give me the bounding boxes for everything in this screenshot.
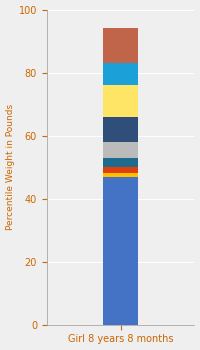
Bar bbox=[103, 177, 138, 325]
Bar bbox=[103, 158, 138, 167]
Bar bbox=[103, 174, 138, 177]
Bar bbox=[103, 117, 138, 142]
Bar bbox=[103, 63, 138, 85]
Bar bbox=[103, 142, 138, 158]
Bar bbox=[103, 85, 138, 117]
Y-axis label: Percentile Weight in Pounds: Percentile Weight in Pounds bbox=[6, 104, 15, 230]
Bar bbox=[103, 167, 138, 174]
Bar bbox=[103, 28, 138, 63]
